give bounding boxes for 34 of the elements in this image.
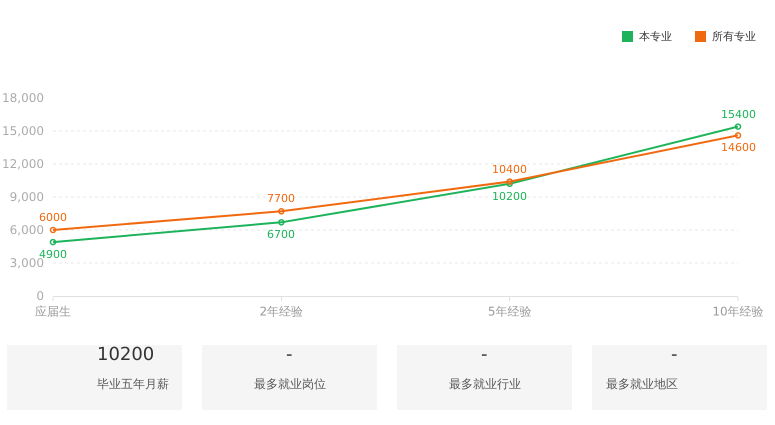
text: - [286,344,292,365]
data-label: 10200 [492,190,527,203]
text: 10200 [97,344,154,365]
data-label: 15400 [721,108,756,121]
x-tick-label: 10年经验 [712,304,764,318]
point [278,219,285,226]
x-tick-label: 应届生 [35,304,71,318]
point [278,208,285,215]
x-tick-label: 2年经验 [260,304,304,318]
text: 最多就业地区 [606,377,678,391]
data-label: 6700 [267,228,295,241]
y-tick-label: 18,000 [2,91,44,106]
point [50,226,56,234]
x-tick-label: 5年经验 [488,304,532,318]
text: - [481,344,488,365]
text: 毕业五年月薪 [97,377,169,391]
text: - [671,344,678,365]
point [50,238,56,246]
data-label: 14600 [721,141,756,154]
legend-label: 本专业 [639,30,672,43]
point [506,178,513,185]
y-tick-label: 0 [36,289,44,304]
legend-label: 所有专业 [712,30,756,43]
text: 最多就业行业 [449,377,521,391]
point [734,132,742,139]
data-label: 10400 [492,163,527,176]
text: 最多就业岗位 [254,377,326,391]
y-tick-label: 6,000 [10,223,44,238]
y-tick-label: 9,000 [10,190,44,204]
data-label: 7700 [267,192,295,205]
y-tick-label: 15,000 [2,124,44,138]
y-tick-label: 12,000 [2,157,44,172]
data-label: 6000 [39,211,67,224]
point [734,123,742,130]
